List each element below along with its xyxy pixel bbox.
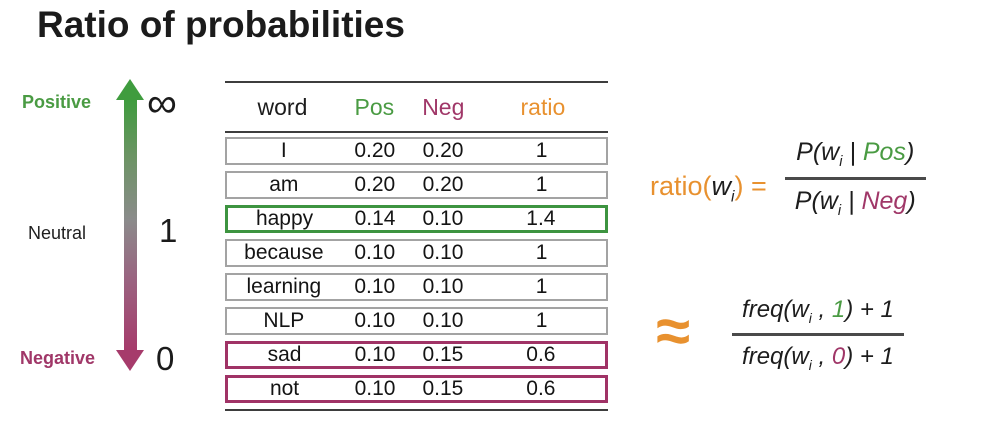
table-cell-word: not [269,377,300,400]
column-header-pos: Pos [354,93,395,120]
table-top-rule [225,81,608,83]
sentiment-axis-arrow [116,79,144,371]
table-row: am 0.20 0.20 1 [225,171,608,199]
scale-label-negative: Negative [20,348,96,368]
num-sub-i: i [839,154,843,170]
approx-fraction: freq(wi , 1) + 1 freq(wi , 0) + 1 [732,296,904,373]
freq-comma-den: , [811,342,832,370]
table-cell-ratio: 0.6 [526,343,556,366]
table-cell-ratio: 1 [535,139,548,162]
table-row: NLP 0.10 0.10 1 [225,307,608,335]
table-cell-neg: 0.10 [422,241,464,264]
freq-comma-num: , [811,296,832,323]
column-header-word: word [257,93,308,120]
den-given-bar: | [841,187,862,215]
freq-close-den: ) + 1 [845,342,894,370]
ratio-formula-lhs: ratio(wi) = [650,171,767,206]
freq-open-den: freq(w [742,342,809,370]
freq-class-0: 0 [831,342,846,370]
table-header-row: word Pos Neg ratio [225,83,608,131]
arrow-up-icon [116,79,144,100]
approx-icon: ≈ [656,297,691,367]
table-cell-ratio: 1 [535,309,548,332]
table-cell-pos: 0.10 [354,309,396,332]
table-cell-word: learning [246,275,322,298]
ratio-numerator: P(wi | Pos) [784,138,926,180]
den-neg-label: Neg [861,187,908,215]
table-cell-ratio: 0.6 [526,377,556,400]
arrow-down-icon [116,350,144,371]
ratio-fn-text: ratio( [650,170,712,201]
page-title: Ratio of probabilities [37,4,405,45]
num-p-open: P(w [796,138,840,166]
ratio-formula: ratio(wi) = P(wi | Pos) P(wi | Neg) [650,138,926,219]
column-header-neg: Neg [422,93,465,120]
freq-class-1: 1 [831,296,846,323]
table-cell-neg: 0.10 [422,309,464,332]
table-header-rule [225,131,608,133]
table-cell-word: happy [255,207,314,230]
table-cell-pos: 0.10 [354,343,396,366]
table-row: happy 0.14 0.10 1.4 [225,205,608,233]
table-body: I 0.20 0.20 1 am 0.20 0.20 1 happy 0.14 0.10 1.4 bec… [225,133,608,403]
scale-label-positive: Positive [22,92,92,112]
approx-numerator: freq(wi , 1) + 1 [732,296,904,336]
approx-formula: ≈ freq(wi , 1) + 1 freq(wi , 0) + 1 [656,296,904,373]
den-p-close: ) [907,187,916,215]
table-cell-neg: 0.20 [422,173,464,196]
table-cell-word: because [244,241,324,264]
gradient-bar [123,100,137,350]
table-cell-pos: 0.10 [354,275,396,298]
table-cell-pos: 0.14 [354,207,396,230]
table-cell-neg: 0.10 [422,275,464,298]
table-row: learning 0.10 0.10 1 [225,273,608,301]
freq-sub-i-num: i [808,309,812,326]
table-cell-ratio: 1 [535,275,548,298]
column-header-ratio: ratio [520,93,566,120]
ratio-denominator: P(wi | Neg) [785,180,926,219]
ratio-var-sub: i [731,188,735,206]
table-cell-neg: 0.15 [422,377,464,400]
freq-open-num: freq(w [742,296,809,323]
freq-close-num: ) + 1 [845,296,894,323]
table-row: sad 0.10 0.15 0.6 [225,341,608,369]
num-pos-label: Pos [862,138,906,166]
table-row: I 0.20 0.20 1 [225,137,608,165]
table-cell-ratio: 1 [535,173,548,196]
table-cell-neg: 0.10 [422,207,464,230]
table-cell-pos: 0.10 [354,241,396,264]
table-cell-ratio: 1.4 [526,207,556,230]
scale-label-neutral: Neutral [28,223,87,243]
table-cell-neg: 0.15 [422,343,464,366]
scale-value-zero: 0 [156,340,175,377]
den-p-open: P(w [794,187,838,215]
freq-sub-i-den: i [808,356,812,373]
table-cell-pos: 0.20 [354,139,396,162]
scale-value-infinity: ∞ [147,79,177,126]
table-cell-word: NLP [263,309,305,332]
table-cell-pos: 0.20 [354,173,396,196]
ratio-fraction: P(wi | Pos) P(wi | Neg) [784,138,926,219]
table-cell-word: I [280,139,287,162]
table-bottom-rule [225,409,608,411]
den-sub-i: i [837,203,842,219]
probability-table: word Pos Neg ratio I 0.20 0.20 1 am 0.20 0.20 1… [225,81,608,411]
num-p-close: ) [905,138,915,166]
table-cell-pos: 0.10 [354,377,396,400]
ratio-equals: ) = [734,170,767,201]
scale-value-one: 1 [159,212,178,249]
table-cell-neg: 0.20 [422,139,464,162]
ratio-var: w [711,170,732,201]
table-row: because 0.10 0.10 1 [225,239,608,267]
num-given-bar: | [842,138,863,166]
table-cell-ratio: 1 [535,241,548,264]
table-cell-word: sad [267,343,302,366]
table-cell-word: am [269,173,299,196]
approx-denominator: freq(wi , 0) + 1 [732,336,904,373]
table-row: not 0.10 0.15 0.6 [225,375,608,403]
